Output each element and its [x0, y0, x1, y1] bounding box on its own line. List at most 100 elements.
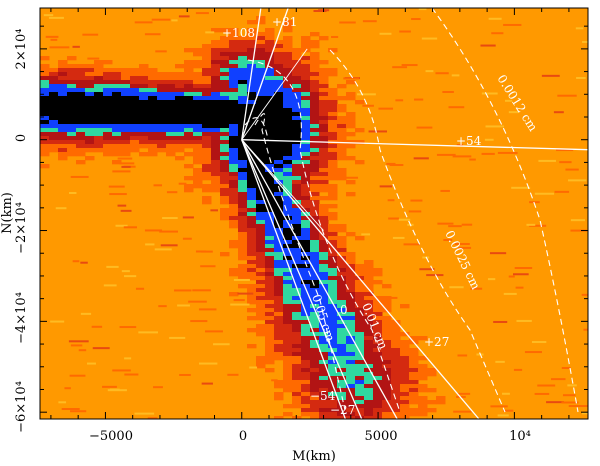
- heatmap-cell: [301, 380, 311, 385]
- heatmap-cell: [382, 376, 392, 381]
- heatmap-cell: [283, 280, 293, 285]
- heatmap-cell: [148, 100, 158, 105]
- heatmap-speckle: [440, 189, 450, 192]
- heatmap-cell: [391, 344, 401, 349]
- heatmap-cell: [229, 64, 239, 69]
- heatmap-cell: [283, 372, 293, 377]
- heatmap-cell: [85, 120, 95, 125]
- heatmap-cell: [211, 180, 221, 185]
- heatmap-speckle: [395, 99, 404, 102]
- heatmap-cell: [292, 364, 302, 369]
- heatmap-speckle: [537, 384, 556, 387]
- heatmap-cell: [319, 188, 329, 193]
- heatmap-speckle: [144, 33, 161, 36]
- heatmap-speckle: [201, 382, 213, 385]
- heatmap-cell: [112, 80, 122, 85]
- heatmap-cell: [400, 348, 410, 353]
- heatmap-cell: [409, 408, 419, 413]
- heatmap-cell: [382, 348, 392, 353]
- heatmap-cell: [328, 240, 338, 245]
- heatmap-cell: [256, 364, 266, 369]
- heatmap-speckle: [80, 312, 92, 315]
- heatmap-cell: [274, 112, 284, 117]
- heatmap-cell: [112, 100, 122, 105]
- heatmap-cell: [40, 104, 50, 109]
- heatmap-cell: [157, 144, 167, 149]
- heatmap-cell: [265, 296, 275, 301]
- heatmap-cell: [337, 300, 347, 305]
- heatmap-cell: [193, 88, 203, 93]
- heatmap-cell: [265, 152, 275, 157]
- heatmap-cell: [121, 136, 131, 141]
- heatmap-cell: [202, 120, 212, 125]
- heatmap-cell: [166, 120, 176, 125]
- heatmap-cell: [346, 312, 356, 317]
- heatmap-cell: [310, 172, 320, 177]
- heatmap-cell: [319, 248, 329, 253]
- heatmap-cell: [256, 212, 266, 217]
- heatmap-cell: [49, 128, 59, 133]
- heatmap-cell: [355, 328, 365, 333]
- heatmap-cell: [301, 384, 311, 389]
- heatmap-cell: [319, 76, 329, 81]
- heatmap-cell: [301, 340, 311, 345]
- heatmap-cell: [256, 300, 266, 305]
- heatmap-cell: [382, 380, 392, 385]
- heatmap-cell: [283, 172, 293, 177]
- heatmap-cell: [220, 120, 230, 125]
- heatmap-cell: [184, 100, 194, 105]
- heatmap-cell: [292, 336, 302, 341]
- heatmap-cell: [238, 276, 248, 281]
- heatmap-cell: [337, 348, 347, 353]
- heatmap-speckle: [229, 242, 238, 245]
- heatmap-speckle: [179, 373, 191, 376]
- heatmap-cell: [238, 64, 248, 69]
- heatmap-cell: [265, 336, 275, 341]
- heatmap-cell: [211, 104, 221, 109]
- heatmap-cell: [364, 332, 374, 337]
- heatmap-cell: [103, 108, 113, 113]
- heatmap-cell: [49, 132, 59, 137]
- heatmap-speckle: [493, 320, 508, 323]
- heatmap-cell: [283, 268, 293, 273]
- heatmap-cell: [274, 256, 284, 261]
- heatmap-cell: [364, 268, 374, 273]
- heatmap-cell: [328, 408, 338, 413]
- heatmap-cell: [220, 76, 230, 81]
- heatmap-cell: [301, 72, 311, 77]
- heatmap-cell: [58, 136, 68, 141]
- heatmap-cell: [310, 136, 320, 141]
- heatmap-cell: [247, 212, 257, 217]
- heatmap-cell: [274, 132, 284, 137]
- heatmap-cell: [337, 148, 347, 153]
- heatmap-cell: [346, 348, 356, 353]
- heatmap-cell: [328, 264, 338, 269]
- heatmap-cell: [319, 168, 329, 173]
- heatmap-cell: [238, 68, 248, 73]
- heatmap-speckle: [561, 366, 571, 369]
- heatmap-cell: [103, 100, 113, 105]
- heatmap-cell: [328, 332, 338, 337]
- heatmap-cell: [292, 256, 302, 261]
- heatmap-cell: [76, 68, 86, 73]
- heatmap-cell: [301, 228, 311, 233]
- heatmap-cell: [40, 96, 50, 101]
- heatmap-cell: [112, 76, 122, 81]
- heatmap-speckle: [390, 296, 398, 299]
- heatmap-cell: [337, 144, 347, 149]
- heatmap-cell: [346, 260, 356, 265]
- heatmap-cell: [58, 64, 68, 69]
- heatmap-cell: [238, 152, 248, 157]
- heatmap-cell: [247, 92, 257, 97]
- heatmap-cell: [364, 344, 374, 349]
- heatmap-cell: [355, 316, 365, 321]
- heatmap-cell: [319, 364, 329, 369]
- heatmap-cell: [67, 132, 77, 137]
- heatmap-cell: [274, 276, 284, 281]
- heatmap-cell: [364, 376, 374, 381]
- heatmap-cell: [76, 112, 86, 117]
- heatmap-cell: [283, 256, 293, 261]
- heatmap-cell: [238, 80, 248, 85]
- heatmap-cell: [193, 148, 203, 153]
- heatmap-cell: [409, 368, 419, 373]
